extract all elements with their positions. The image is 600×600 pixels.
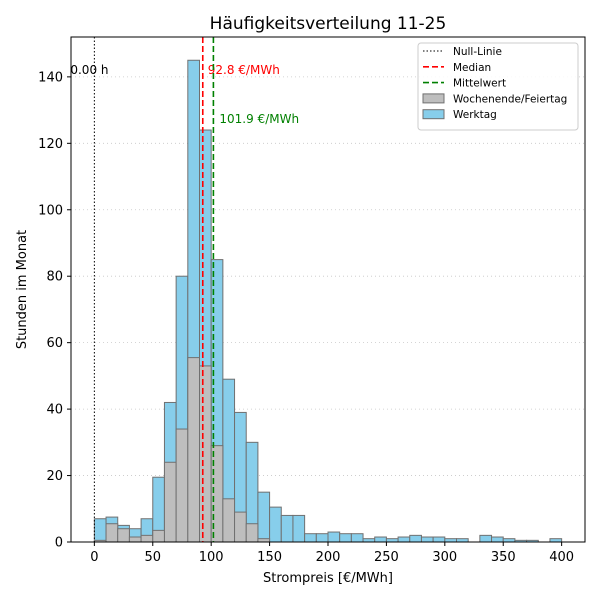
legend-marker-werktag — [422, 109, 445, 120]
bar-werktag-290 — [432, 536, 446, 543]
legend-label-null-linie: Null-Linie — [453, 46, 502, 58]
legend-label-werktag: Werktag — [453, 109, 497, 121]
x-tick-label-100: 100 — [199, 550, 224, 565]
y-tick-label-120: 120 — [38, 137, 63, 152]
x-tick-label-200: 200 — [316, 550, 341, 565]
bar-werktag-270 — [409, 534, 422, 543]
bar-wochenende-feiertag-50 — [152, 529, 165, 543]
x-axis-title: Strompreis [€/MWh] — [263, 571, 393, 586]
x-axis: 0 50 100 150 200 250 300 350 400 — [90, 542, 574, 565]
annotation-null-linie: 0.00 h — [70, 63, 108, 77]
bar-werktag-190 — [315, 533, 329, 543]
bar-werktag-240 — [374, 536, 387, 543]
y-tick-label-80: 80 — [46, 270, 63, 285]
bar-wochenende-feiertag-10 — [105, 523, 119, 543]
y-tick-label-100: 100 — [38, 203, 63, 218]
x-tick-label-250: 250 — [374, 550, 399, 565]
bar-werktag-160 — [280, 514, 294, 543]
histogram-bars — [93, 59, 563, 543]
legend-box — [417, 42, 579, 131]
bar-werktag-260 — [397, 536, 411, 543]
bar-werktag-200 — [327, 531, 341, 543]
bar-werktag-180 — [304, 533, 317, 543]
bar-werktag-220 — [350, 533, 364, 543]
bar-wochenende-feiertag-120 — [234, 511, 247, 543]
bar-wochenende-feiertag-130 — [245, 523, 259, 543]
bar-wochenende-feiertag-80 — [187, 357, 200, 543]
bar-werktag-170 — [292, 514, 306, 543]
x-tick-label-50: 50 — [144, 550, 161, 565]
annotation-mittelwert: 101.9 €/MWh — [219, 112, 299, 126]
legend-label-wochenende-feiertag: Wochenende/Feiertag — [453, 93, 567, 105]
bar-wochenende-feiertag-70 — [175, 428, 189, 543]
chart-title: Häufigkeitsverteilung 11-25 — [210, 14, 447, 34]
legend-label-median: Median — [453, 62, 491, 74]
bar-wochenende-feiertag-110 — [222, 498, 236, 543]
y-tick-label-0: 0 — [55, 536, 63, 551]
reference-lines: 0.00 h 92.8 €/MWh 101.9 €/MWh — [70, 37, 299, 542]
bar-werktag-280 — [420, 536, 434, 543]
y-axis-title: Stunden im Monat — [15, 230, 30, 349]
bar-wochenende-feiertag-30 — [128, 536, 142, 543]
bar-wochenende-feiertag-90 — [199, 365, 212, 543]
legend: Null-Linie Median Mittelwert Wochenende/Fei… — [417, 42, 579, 131]
bar-werktag-340 — [491, 536, 504, 543]
bar-werktag-330 — [479, 534, 493, 543]
bar-wochenende-feiertag-40 — [140, 534, 154, 543]
legend-marker-wochenende-feiertag — [422, 93, 445, 104]
y-tick-label-140: 140 — [38, 70, 63, 85]
y-tick-label-40: 40 — [46, 403, 63, 418]
bar-wochenende-feiertag-20 — [117, 528, 130, 543]
y-tick-label-60: 60 — [46, 336, 63, 351]
bar-werktag-0 — [93, 518, 107, 543]
bar-werktag-140 — [257, 491, 271, 543]
y-tick-label-20: 20 — [46, 469, 63, 484]
x-tick-label-150: 150 — [257, 550, 282, 565]
x-tick-label-300: 300 — [432, 550, 457, 565]
bar-wochenende-feiertag-60 — [163, 461, 177, 543]
bar-werktag-210 — [339, 533, 352, 543]
x-tick-label-0: 0 — [90, 550, 98, 565]
legend-label-mittelwert: Mittelwert — [453, 78, 506, 90]
x-tick-label-400: 400 — [549, 550, 574, 565]
y-axis: 0 20 40 60 80 100 120 140 — [38, 70, 71, 551]
x-tick-label-350: 350 — [491, 550, 516, 565]
bar-werktag-150 — [269, 506, 282, 543]
annotation-median: 92.8 €/MWh — [208, 63, 280, 77]
